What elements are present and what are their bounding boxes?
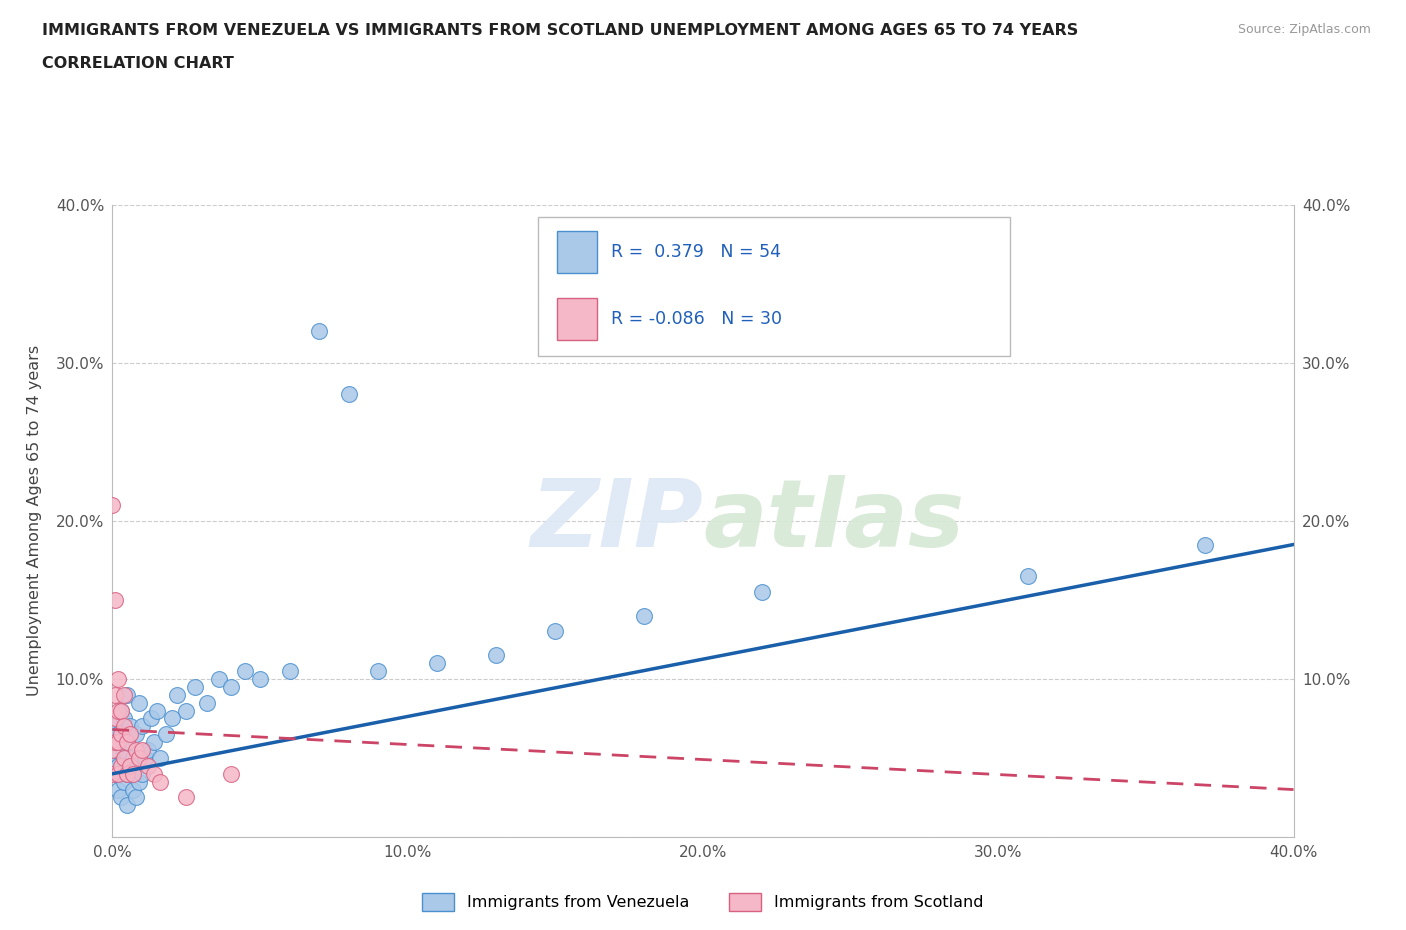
Point xyxy=(122,766,145,781)
Text: R =  0.379   N = 54: R = 0.379 N = 54 xyxy=(610,243,780,261)
Point xyxy=(120,727,142,742)
Point xyxy=(166,687,188,702)
Y-axis label: Unemployment Among Ages 65 to 74 years: Unemployment Among Ages 65 to 74 years xyxy=(27,345,42,697)
Point xyxy=(117,798,138,813)
Point xyxy=(110,703,132,718)
Point xyxy=(101,742,124,757)
Point xyxy=(112,774,135,789)
Point xyxy=(146,703,169,718)
Point xyxy=(120,759,142,774)
Point xyxy=(107,759,129,774)
Point xyxy=(174,703,197,718)
Point xyxy=(112,719,135,734)
Point xyxy=(122,782,145,797)
Point xyxy=(219,679,242,694)
Point xyxy=(117,735,138,750)
Point xyxy=(219,766,242,781)
Point xyxy=(142,735,165,750)
Point xyxy=(122,751,145,765)
Point xyxy=(110,727,132,742)
Point xyxy=(633,608,655,623)
Point xyxy=(1017,569,1039,584)
Point xyxy=(249,671,271,686)
Point xyxy=(426,656,449,671)
Point xyxy=(136,759,159,774)
Point xyxy=(104,592,127,607)
Point xyxy=(104,711,127,726)
Text: Source: ZipAtlas.com: Source: ZipAtlas.com xyxy=(1237,23,1371,36)
Point xyxy=(110,759,132,774)
Point xyxy=(308,324,330,339)
Point xyxy=(120,759,142,774)
Point xyxy=(1194,538,1216,552)
Point xyxy=(195,696,218,711)
Point xyxy=(107,766,129,781)
Point xyxy=(139,711,162,726)
Point xyxy=(485,648,508,663)
Point xyxy=(131,742,153,757)
Point xyxy=(112,742,135,757)
Point xyxy=(278,664,301,679)
Point xyxy=(149,751,172,765)
Point xyxy=(107,671,129,686)
Point xyxy=(117,766,138,781)
Text: atlas: atlas xyxy=(703,475,965,566)
Point xyxy=(174,790,197,805)
Point xyxy=(107,782,129,797)
Text: IMMIGRANTS FROM VENEZUELA VS IMMIGRANTS FROM SCOTLAND UNEMPLOYMENT AMONG AGES 65: IMMIGRANTS FROM VENEZUELA VS IMMIGRANTS … xyxy=(42,23,1078,38)
Text: CORRELATION CHART: CORRELATION CHART xyxy=(42,56,233,71)
Legend: Immigrants from Venezuela, Immigrants from Scotland: Immigrants from Venezuela, Immigrants fr… xyxy=(416,886,990,918)
Point xyxy=(134,751,156,765)
Point xyxy=(131,766,153,781)
Point xyxy=(125,790,148,805)
Text: R = -0.086   N = 30: R = -0.086 N = 30 xyxy=(610,310,782,327)
Point xyxy=(101,498,124,512)
Point xyxy=(128,696,150,711)
Point xyxy=(128,751,150,765)
Point xyxy=(104,742,127,757)
Point xyxy=(751,585,773,600)
Point xyxy=(107,727,129,742)
Point xyxy=(107,735,129,750)
Point xyxy=(233,664,256,679)
Point xyxy=(160,711,183,726)
Point xyxy=(142,766,165,781)
Point xyxy=(120,719,142,734)
Point xyxy=(104,687,127,702)
Point xyxy=(110,790,132,805)
Point xyxy=(101,766,124,781)
Point xyxy=(101,751,124,765)
Point xyxy=(107,703,129,718)
Point xyxy=(208,671,231,686)
Point xyxy=(136,742,159,757)
Point xyxy=(104,719,127,734)
Point xyxy=(128,774,150,789)
Point xyxy=(104,766,127,781)
Point xyxy=(125,742,148,757)
Point xyxy=(104,735,127,750)
Point xyxy=(544,624,567,639)
Point xyxy=(112,751,135,765)
Point xyxy=(110,735,132,750)
Point xyxy=(110,703,132,718)
Point xyxy=(117,735,138,750)
Text: ZIP: ZIP xyxy=(530,475,703,566)
Point xyxy=(184,679,207,694)
Point xyxy=(112,711,135,726)
Point xyxy=(117,687,138,702)
Point xyxy=(125,727,148,742)
Point xyxy=(149,774,172,789)
Point xyxy=(367,664,389,679)
Point xyxy=(155,727,177,742)
Point xyxy=(131,719,153,734)
Point xyxy=(112,687,135,702)
Point xyxy=(337,387,360,402)
Point xyxy=(117,766,138,781)
